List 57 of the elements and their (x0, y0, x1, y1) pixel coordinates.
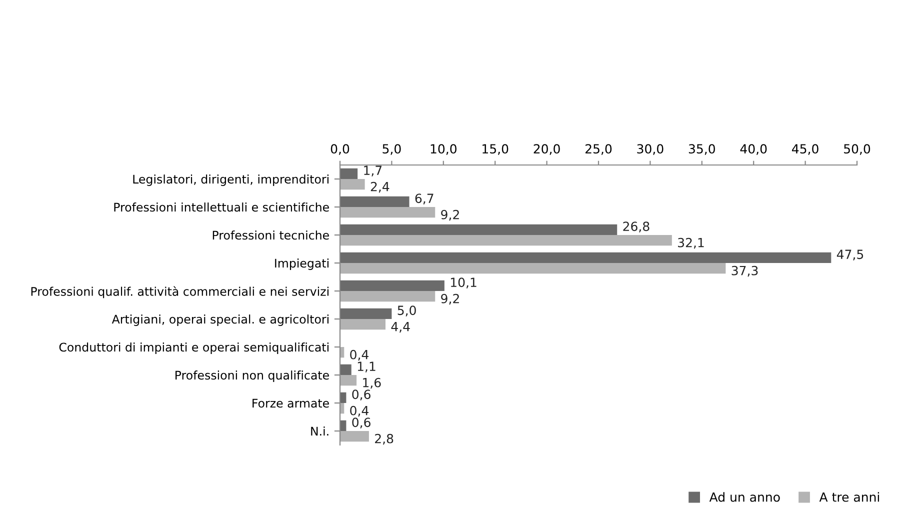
bar (340, 168, 358, 179)
bar (340, 179, 365, 190)
data-label: 0,4 (350, 350, 368, 361)
y-tick-label: Forze armate (252, 398, 329, 408)
x-tick-label: 10,0 (430, 144, 456, 155)
data-label: 2,4 (370, 182, 390, 193)
y-tick-label: Legislatori, dirigenti, imprenditori (133, 174, 328, 186)
x-tick-label: 30,0 (637, 144, 664, 155)
x-tick-label: 15,0 (482, 144, 508, 155)
data-label: 1,1 (358, 362, 376, 372)
data-label: 1,7 (364, 166, 382, 176)
x-tick-label: 5,0 (382, 144, 401, 155)
data-label: 47,5 (836, 250, 864, 260)
legend-label: A tre anni (819, 492, 880, 502)
data-label: 10,1 (450, 278, 476, 288)
legend-label: Ad un anno (709, 492, 780, 502)
bar (340, 196, 410, 207)
x-tick-label: 50,0 (844, 144, 870, 155)
bar (340, 319, 386, 330)
y-tick-label: Professioni qualif. attività commerciali e nei servizi (31, 286, 328, 298)
y-tick-label: Professioni tecniche (212, 230, 329, 240)
bar (340, 252, 832, 263)
data-label: 26,8 (623, 222, 650, 232)
bar (340, 224, 618, 235)
x-tick-label: 0,0 (330, 144, 350, 155)
y-tick-label: Professioni intellettuali e scientifiche (114, 202, 329, 212)
data-label: 32,1 (678, 238, 704, 249)
data-label: 2,8 (375, 434, 394, 445)
bar (340, 431, 369, 442)
x-tick-label: 40,0 (740, 144, 767, 155)
bar (340, 308, 392, 319)
bar (340, 235, 672, 246)
bar (340, 263, 726, 274)
data-label: 1,6 (363, 378, 381, 389)
x-tick-label: 20,0 (534, 144, 560, 155)
y-tick-label: Artigiani, operai special. e agricoltori (112, 314, 328, 326)
x-tick-label: 35,0 (688, 144, 715, 155)
data-label: 0,6 (352, 418, 370, 428)
data-label: 0,6 (352, 390, 370, 400)
data-label: 37,3 (732, 266, 758, 277)
data-label: 9,2 (441, 294, 459, 305)
data-label: 6,7 (415, 194, 434, 204)
x-tick-label: 45,0 (792, 144, 818, 155)
data-label: 0,4 (350, 406, 368, 417)
bar (340, 364, 352, 375)
x-tick-label: 25,0 (586, 144, 612, 155)
y-tick-label: Professioni non qualificate (176, 370, 329, 382)
y-tick-label: N.i. (311, 426, 328, 436)
data-label: 5,0 (398, 306, 416, 316)
data-label: 4,4 (391, 322, 410, 333)
bar (340, 291, 436, 302)
data-label: 9,2 (441, 210, 459, 221)
bar (340, 207, 436, 218)
bar (340, 375, 357, 386)
bar (340, 280, 444, 291)
y-tick-label: Impiegati (275, 258, 328, 270)
y-tick-label: Conduttori di impianti e operai semiqualificati (59, 342, 328, 354)
